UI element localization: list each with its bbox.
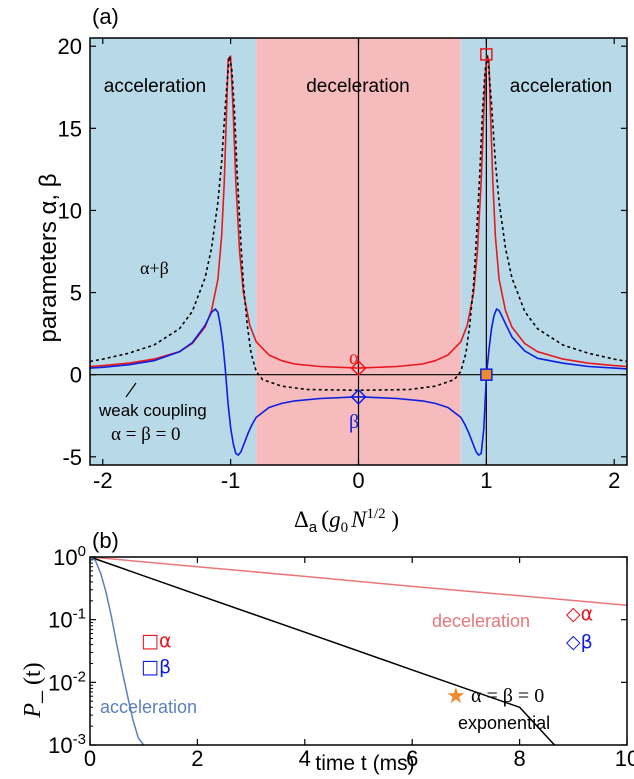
y-axis-label-a: parameters α, β	[35, 173, 62, 342]
region-label-right: acceleration	[510, 76, 612, 97]
y-tick-label-b: 10-3	[48, 731, 86, 758]
y-tick-label-a: 20	[58, 34, 82, 59]
y-tick-label-a: 10	[58, 198, 82, 223]
x-axis-label-b: time t (ms)	[315, 752, 414, 775]
y-tick-label-a: 0	[70, 363, 82, 388]
square-marker-0	[480, 48, 493, 61]
accel-label: acceleration	[100, 697, 197, 717]
panel-tag-b: (b)	[92, 528, 119, 553]
y-tick-label-b: 10-1	[48, 606, 86, 633]
x-tick-label-b: 4	[299, 746, 311, 771]
beta-label: β	[349, 411, 359, 433]
y-tick-label-a: 5	[70, 281, 82, 306]
x-tick-label-b: 2	[191, 746, 203, 771]
x-tick-label-a: 0	[352, 468, 364, 493]
y-tick-label-b: 100	[53, 543, 86, 570]
series-line-sum	[89, 55, 628, 392]
plot-frame-b	[89, 556, 628, 746]
panel-tag-a: (a)	[92, 4, 119, 29]
x-tick-label-a: -1	[221, 468, 241, 493]
expo-label: exponential	[458, 713, 550, 733]
weak-coupling-pointer	[125, 382, 137, 398]
series-line-b-1	[89, 556, 556, 746]
series-line-beta	[89, 308, 628, 456]
x-tick-label-a: 1	[480, 468, 492, 493]
weak-coupling-line1: weak coupling	[98, 401, 207, 420]
y-tick-label-a: 15	[58, 116, 82, 141]
legend-diamond-beta: ◇β	[566, 631, 593, 653]
region-bg-2	[460, 38, 627, 465]
sum-label: α+β	[140, 258, 169, 278]
legend-diamond-alpha: ◇α	[566, 603, 593, 625]
region-label-mid: deceleration	[306, 76, 410, 97]
square-marker-1	[480, 368, 493, 381]
weak-coupling-line2: α = β = 0	[111, 424, 181, 445]
series-lines	[89, 55, 628, 456]
y-tick-label-a: -5	[62, 445, 82, 470]
ticks-a: -2 -1 0 1 2 -5 0 5 10 15 20	[58, 34, 627, 493]
markers	[350, 48, 493, 405]
series-line-b-0	[89, 556, 628, 606]
x-tick-label-b: 0	[84, 746, 96, 771]
alpha-label: α	[349, 347, 360, 369]
legend-star-icon: ★	[446, 684, 466, 709]
region-label-left: acceleration	[104, 76, 206, 97]
ticks-b: 0 2 4 6 8 10 100 10-1 10-2 10-3	[48, 543, 634, 771]
x-axis-label-delta: Δa (g0 N1/2 )	[294, 506, 399, 536]
series-line-alpha	[89, 55, 628, 369]
x-tick-label-a: 2	[608, 468, 620, 493]
x-tick-label-a: -2	[93, 468, 113, 493]
legend-b: ◇α ◇β □α □β ★ α = β = 0	[141, 603, 593, 709]
series-lines-b	[89, 556, 628, 746]
legend-square-beta: □β	[141, 656, 171, 678]
x-axis-label-a: Δa (g0 N1/2 )	[294, 506, 399, 536]
decel-label: deceleration	[432, 611, 530, 631]
x-tick-label-b: 8	[513, 746, 525, 771]
region-bg-0	[90, 38, 257, 465]
legend-star-text: α = β = 0	[471, 685, 544, 707]
panel-a: -2 -1 0 1 2 -5 0 5 10 15 20 (a) acceleration decel…	[35, 4, 628, 536]
x-tick-label-b: 10	[615, 746, 634, 771]
y-axis-label-b: P_ (t)	[20, 662, 46, 718]
diamond-marker-2	[350, 360, 367, 377]
diamond-marker-3	[350, 388, 367, 405]
x-tick-label-b: 6	[406, 746, 418, 771]
series-line-b-2	[89, 556, 145, 746]
legend-square-alpha: □α	[141, 630, 171, 652]
y-tick-label-b: 10-2	[48, 668, 86, 695]
